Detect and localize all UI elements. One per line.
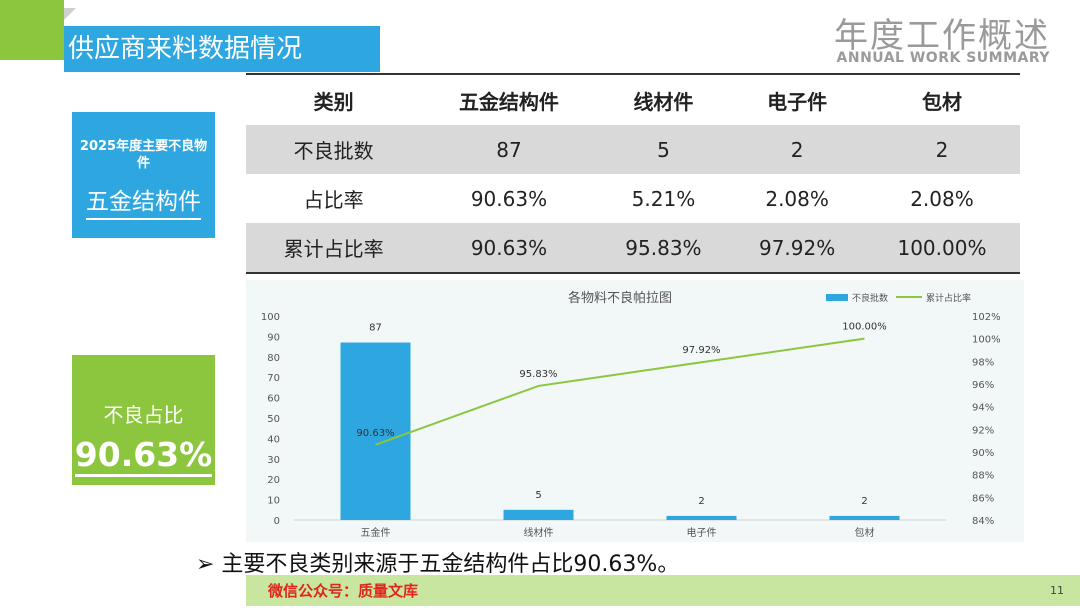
legend-label-bars: 不良批数 — [852, 292, 888, 304]
pareto-chart-area: 各物料不良帕拉图 0 10 20 30 40 50 60 70 80 90 100 84% 86% 88% 9… — [246, 280, 1024, 542]
key-material-box: 2025年度主要不良物件 五金结构件 — [72, 112, 215, 238]
y-left-tick-label: 10 — [267, 496, 280, 507]
bar-data-label: 2 — [861, 496, 867, 507]
x-tick-label: 包材 — [855, 526, 875, 539]
y-left-tick-label: 80 — [267, 353, 280, 364]
table-top-rule — [246, 73, 1020, 75]
table-header-cell: 五金结构件 — [458, 90, 559, 114]
table-cell: 5 — [596, 125, 731, 174]
y-left-tick-label: 70 — [267, 373, 280, 384]
bar — [666, 515, 737, 520]
table-cell: 90.63% — [421, 223, 597, 272]
y-left-tick-label: 100 — [261, 312, 280, 323]
table-cell: 5.21% — [631, 186, 696, 211]
y-left-tick-label: 60 — [267, 394, 280, 405]
table-header-cell: 包材 — [921, 90, 962, 114]
pareto-chart: 各物料不良帕拉图 0 10 20 30 40 50 60 70 80 90 100 84% 86% 88% 9… — [261, 290, 1001, 539]
corner-fold — [64, 8, 76, 20]
table-cell: 90.63% — [470, 186, 548, 211]
footer-bar — [246, 575, 1080, 606]
table-cell: 87 — [421, 125, 597, 174]
y-right-tick-label: 96% — [972, 380, 994, 391]
y-right-tick-label: 98% — [972, 357, 994, 368]
key-material-value: 五金结构件 — [86, 182, 201, 220]
conclusion-bullet: ➢ 主要不良类别来源于五金结构件占比90.63%。 — [196, 552, 680, 577]
legend-label-line: 累计占比率 — [926, 292, 971, 304]
key-material-caption: 2025年度主要不良物件 — [79, 139, 208, 171]
data-table: 类别 五金结构件 线材件 电子件 包材 不良批数 87 5 2 2 占比率 90… — [246, 76, 1020, 272]
y-right-tick-label: 94% — [972, 403, 994, 414]
bar — [829, 515, 900, 520]
bar-data-label: 5 — [535, 490, 541, 501]
y-right-tick-label: 92% — [972, 425, 994, 436]
y-left-tick-label: 50 — [267, 414, 280, 425]
y-left-tick-label: 40 — [267, 434, 280, 445]
defect-ratio-value: 90.63% — [74, 436, 213, 477]
y-left-tick-label: 90 — [267, 332, 280, 343]
line-data-label: 95.83% — [519, 369, 557, 380]
table-cell: 2.08% — [765, 186, 829, 211]
table-row: 占比率 90.63% 5.21% 2.08% 2.08% — [246, 174, 1020, 223]
bar-data-label: 2 — [698, 496, 704, 507]
corner-accent — [0, 0, 64, 60]
cumulative-line — [375, 337, 865, 446]
legend-swatch-bars — [826, 294, 848, 301]
table-cell: 2.08% — [910, 186, 974, 211]
bar — [340, 342, 411, 520]
chart-title: 各物料不良帕拉图 — [568, 290, 672, 306]
table-row: 不良批数 87 5 2 2 — [246, 125, 1020, 174]
line-data-label: 90.63% — [356, 428, 394, 439]
page-number: 11 — [1050, 584, 1064, 597]
table-cell: 2 — [730, 125, 864, 174]
y-right-tick-label: 102% — [972, 312, 1001, 323]
y-left-tick-label: 20 — [267, 475, 280, 486]
brand-title-en: ANNUAL WORK SUMMARY — [836, 50, 1050, 66]
y-right-tick-label: 90% — [972, 448, 994, 459]
table-row: 累计占比率 90.63% 95.83% 97.92% 100.00% — [246, 223, 1020, 272]
y-right-tick-label: 84% — [972, 516, 994, 527]
y-left-tick-label: 0 — [274, 516, 280, 527]
row-label: 不良批数 — [246, 125, 422, 174]
slide-title: 供应商来料数据情况 — [68, 34, 303, 64]
table-header-cell: 类别 — [313, 90, 354, 114]
bar-data-label: 87 — [369, 323, 382, 334]
x-tick-label: 电子件 — [687, 526, 717, 539]
line-data-label: 97.92% — [682, 345, 720, 356]
line-data-label: 100.00% — [842, 322, 887, 333]
defect-ratio-caption: 不良占比 — [103, 403, 184, 427]
y-right-tick-label: 100% — [972, 335, 1001, 346]
table-cell: 2 — [863, 125, 1020, 174]
table-cell: 97.92% — [730, 223, 864, 272]
y-right-tick-label: 86% — [972, 493, 994, 504]
title-bar — [64, 26, 380, 72]
x-tick-label: 线材件 — [524, 526, 554, 539]
table-cell: 95.83% — [596, 223, 731, 272]
footer-text: 微信公众号：质量文库 — [268, 582, 419, 600]
table-cell: 100.00% — [863, 223, 1020, 272]
y-right-tick-label: 88% — [972, 471, 994, 482]
row-label: 占比率 — [303, 188, 364, 212]
row-label: 累计占比率 — [246, 223, 422, 272]
table-header-cell: 线材件 — [633, 90, 694, 114]
brand-title-cn: 年度工作概述 — [834, 16, 1050, 56]
table-bottom-rule — [246, 272, 1020, 274]
table-header-cell: 电子件 — [767, 90, 828, 114]
x-tick-label: 五金件 — [361, 526, 391, 539]
bar — [503, 509, 574, 520]
y-left-tick-label: 30 — [267, 455, 280, 466]
table-header-row: 类别 五金结构件 线材件 电子件 包材 — [246, 76, 1020, 125]
defect-ratio-box: 不良占比 90.63% — [72, 355, 215, 485]
